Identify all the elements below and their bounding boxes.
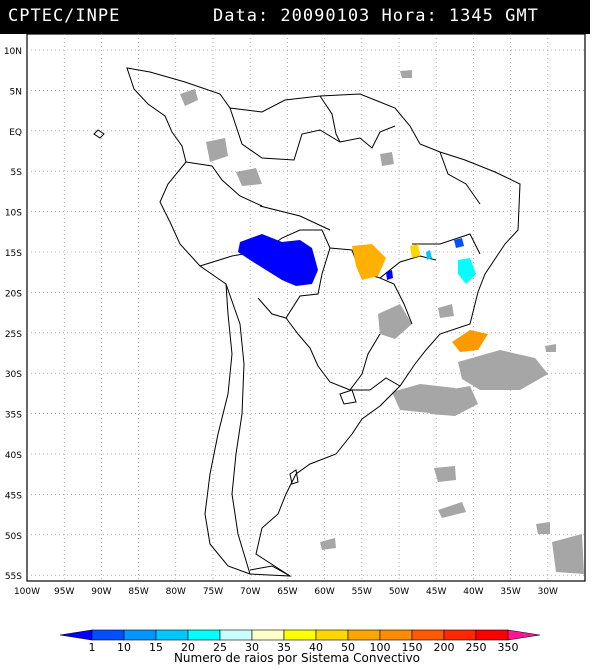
color-scale-label: 30 [245, 641, 259, 654]
color-swatch [155, 629, 189, 641]
longitude-ticks: 100W 95W 90W 85W 80W 75W 70W 65W 60W 55W 50W 45W 40W… [14, 587, 558, 597]
lat-tick-label: 45S [5, 491, 22, 501]
color-scale-label: 40 [309, 641, 323, 654]
lat-tick-label: 5S [11, 168, 23, 178]
color-scale-label: 250 [466, 641, 487, 654]
lon-tick-label: 65W [277, 587, 297, 597]
color-scale-labels: 1 10 15 20 25 30 35 40 50 100 150 200 250 350 [89, 641, 519, 654]
map-frame [26, 34, 586, 582]
color-scale-label: 200 [434, 641, 455, 654]
color-swatch [219, 629, 253, 641]
lon-tick-label: 30W [538, 587, 558, 597]
lon-tick-label: 75W [203, 587, 223, 597]
lon-tick-label: 60W [314, 587, 334, 597]
color-swatch [59, 629, 93, 641]
country-borders [93, 67, 521, 577]
color-scale-label: 50 [341, 641, 355, 654]
cloud-areas [180, 70, 584, 574]
color-scale-label: 15 [149, 641, 163, 654]
color-scale-label: 20 [181, 641, 195, 654]
color-swatch [379, 629, 413, 641]
lat-tick-label: 10N [4, 47, 22, 57]
color-swatch [411, 629, 445, 641]
color-scale-label: 10 [117, 641, 131, 654]
lat-tick-label: 10S [5, 209, 22, 219]
color-swatch [443, 629, 477, 641]
color-swatch [187, 629, 221, 641]
lat-tick-label: 30S [5, 370, 22, 380]
lon-tick-label: 80W [166, 587, 186, 597]
lat-tick-label: EQ [9, 128, 22, 138]
color-scale-label: 350 [498, 641, 519, 654]
lon-tick-label: 55W [352, 587, 372, 597]
lat-tick-label: 55S [5, 572, 22, 582]
lat-tick-label: 40S [5, 451, 22, 461]
lon-tick-label: 70W [240, 587, 260, 597]
lon-tick-label: 85W [128, 587, 148, 597]
lon-tick-label: 90W [91, 587, 111, 597]
lat-tick-label: 20S [5, 289, 22, 299]
color-scale-label: 100 [370, 641, 391, 654]
color-scale-label: 35 [277, 641, 291, 654]
map-header: CPTEC/INPE Data: 20090103 Hora: 1345 GMT [0, 0, 590, 34]
lat-tick-label: 35S [5, 411, 22, 421]
map-canvas: 10N5NEQ5S10S15S20S25S30S35S40S45S50S55S … [4, 34, 586, 665]
lon-tick-label: 95W [54, 587, 74, 597]
lon-tick-label: 45W [426, 587, 446, 597]
color-swatch [123, 629, 157, 641]
lat-tick-label: 5N [10, 87, 22, 97]
color-swatch [315, 629, 349, 641]
latitude-ticks: 10N 5N EQ 5S 10S 15S 20S 25S 30S 35S 40S 45S 50S 55S [4, 47, 22, 582]
datetime-label: Data: 20090103 Hora: 1345 GMT [213, 6, 539, 26]
lon-tick-label: 100W [14, 587, 40, 597]
lon-tick-label: 35W [500, 587, 520, 597]
lightning-systems [238, 234, 488, 352]
lat-tick-label: 50S [5, 532, 22, 542]
lat-tick-label: 15S [5, 249, 22, 259]
color-swatch [283, 629, 317, 641]
source-label: CPTEC/INPE [8, 6, 121, 26]
color-scale-label: 150 [402, 641, 423, 654]
color-scale-label: 1 [89, 641, 96, 654]
color-swatch [507, 629, 541, 641]
color-scale-label: 25 [213, 641, 227, 654]
color-swatch [251, 629, 285, 641]
color-swatch [91, 629, 125, 641]
color-swatch [475, 629, 509, 641]
graticule [27, 34, 585, 581]
lon-tick-label: 40W [463, 587, 483, 597]
lon-tick-label: 50W [389, 587, 409, 597]
color-swatch [347, 629, 381, 641]
color-scale-caption: Numero de raios por Sistema Convectivo [174, 651, 420, 665]
lat-tick-label: 25S [5, 330, 22, 340]
color-scale [59, 629, 541, 641]
